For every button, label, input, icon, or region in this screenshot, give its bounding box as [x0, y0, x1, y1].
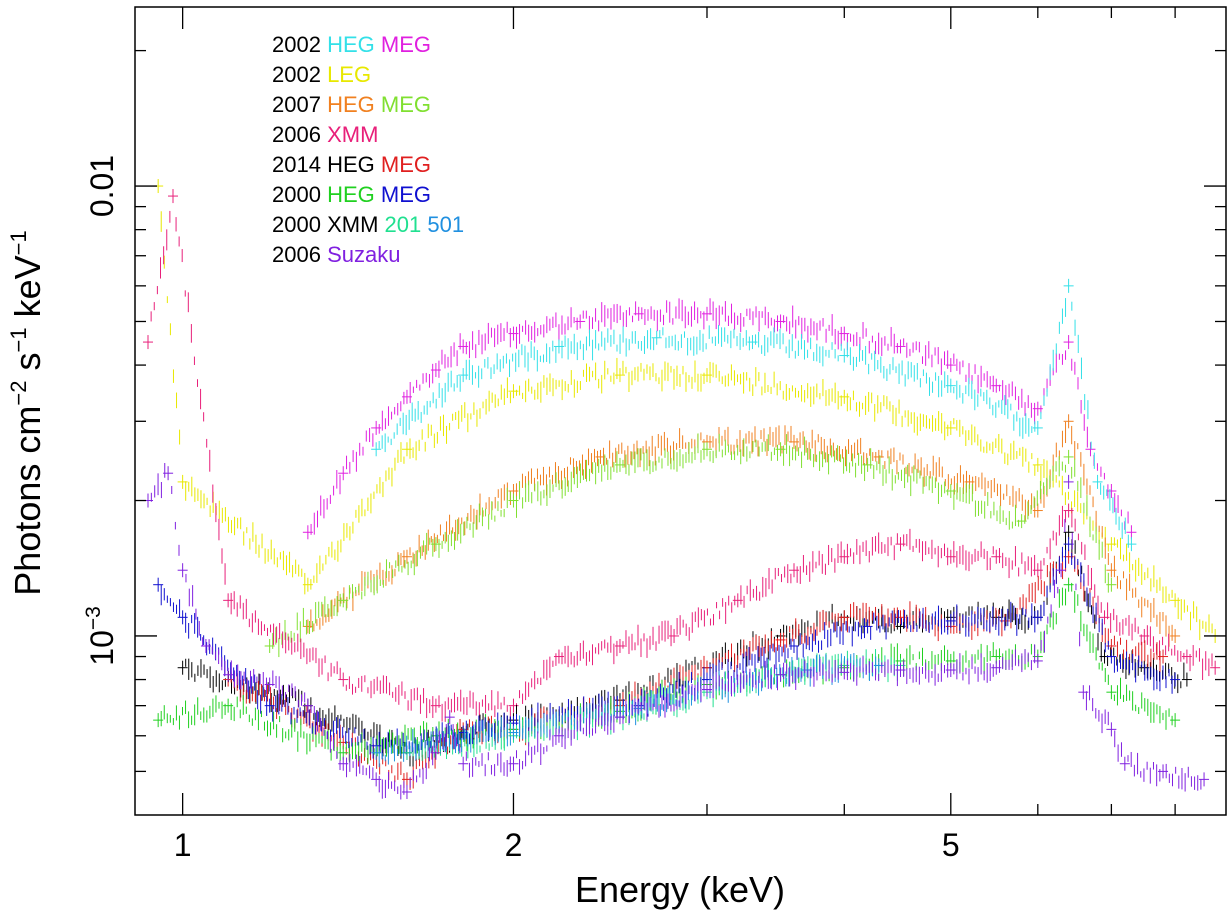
- legend-entry: 2002 LEG: [272, 62, 371, 87]
- legend-year: 2002: [272, 62, 321, 87]
- x-tick-label: 5: [942, 827, 960, 863]
- legend-entry: 2002 HEG MEG: [272, 32, 431, 57]
- legend-entry: 2000 XMM 201 501: [272, 212, 464, 237]
- legend-series-label: Suzaku: [321, 242, 401, 267]
- legend-year: 2006: [272, 242, 321, 267]
- legend-entry: 2000 HEG MEG: [272, 182, 431, 207]
- legend-series-label: XMM: [321, 212, 378, 237]
- legend-series-label: 501: [421, 212, 464, 237]
- y-axis-title-exp: −1: [6, 327, 31, 352]
- series-2006-suzaku: [143, 463, 1210, 800]
- legend-series-label: MEG: [375, 182, 431, 207]
- legend-series-label: MEG: [375, 152, 431, 177]
- y-tick-label-base: 10: [84, 630, 120, 666]
- y-tick-label-exp: −3: [82, 606, 105, 630]
- series-2000-xmm-501: [371, 653, 884, 768]
- legend-year: 2014: [272, 152, 321, 177]
- legend-year: 2000: [272, 212, 321, 237]
- legend-series-label: MEG: [375, 32, 431, 57]
- legend-series-label: 201: [378, 212, 421, 237]
- y-axis-title-exp: −1: [6, 230, 31, 255]
- plot-frame: [134, 6, 1227, 816]
- x-axis-title: Energy (keV): [575, 869, 785, 910]
- y-axis-title: Photons cm−2 s−1 keV−1: [6, 230, 48, 595]
- y-axis-title-part: s: [7, 353, 48, 381]
- y-tick-label-base: 0.01: [84, 155, 120, 217]
- y-axis-title-part: Photons cm: [7, 406, 48, 596]
- series-2007-meg: [264, 433, 1117, 658]
- legend-entry: 2014 HEG MEG: [272, 152, 431, 177]
- legend-year: 2006: [272, 122, 321, 147]
- series-2000-heg: [153, 577, 1181, 764]
- tick-labels: 1 2 5 10−3 0.01: [82, 155, 960, 863]
- legend-series-label: MEG: [375, 92, 431, 117]
- series-2002-leg: [153, 179, 1221, 643]
- legend-year: 2000: [272, 182, 321, 207]
- axis-ticks: [135, 7, 1226, 815]
- legend-entry: 2007 HEG MEG: [272, 92, 431, 117]
- y-axis-title-part: keV: [7, 255, 48, 327]
- series-2007-heg: [302, 414, 1181, 647]
- legend-entry: 2006 Suzaku: [272, 242, 400, 267]
- data-marks: [143, 179, 1221, 800]
- y-tick-label: 10−3: [82, 606, 120, 666]
- legend-series-label: HEG: [321, 182, 375, 207]
- legend-year: 2002: [272, 32, 321, 57]
- legend-year: 2007: [272, 92, 321, 117]
- series-2006-xmm: [143, 189, 1221, 722]
- x-tick-label: 1: [174, 827, 192, 863]
- legend-series-label: HEG: [321, 92, 375, 117]
- legend-series-label: LEG: [321, 62, 371, 87]
- legend-series-label: HEG: [321, 32, 375, 57]
- y-axis-title-exp: −2: [6, 381, 31, 406]
- y-tick-label: 0.01: [84, 155, 120, 217]
- series-2002-meg: [302, 298, 1137, 540]
- legend-series-label: XMM: [321, 122, 378, 147]
- legend-entry: 2006 XMM: [272, 122, 378, 147]
- series-2002-heg: [371, 278, 1137, 552]
- x-tick-label: 2: [505, 827, 523, 863]
- legend-series-label: HEG: [321, 152, 375, 177]
- series-2014-heg: [177, 525, 1192, 767]
